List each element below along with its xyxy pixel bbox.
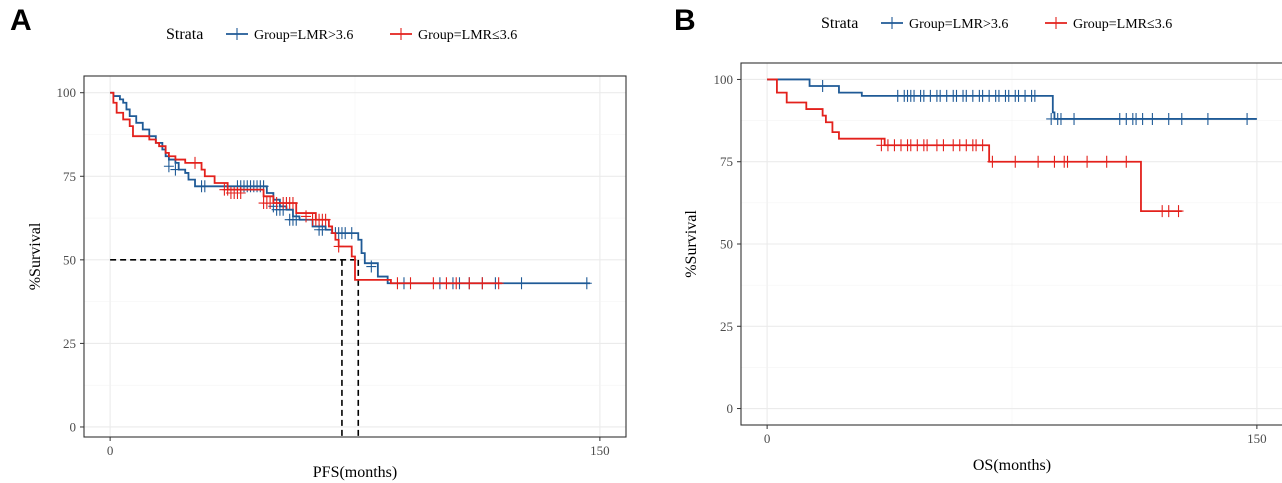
censor-mark [817,80,828,93]
survival-curve [767,78,1257,120]
censor-mark [170,163,181,176]
grid [741,63,1282,425]
censor-mark [441,277,452,290]
y-tick-label: 0 [727,401,734,416]
censor-mark [987,155,998,168]
censor-mark [317,223,328,236]
censor-mark [516,277,527,290]
legend-entry-label: Group=LMR≤3.6 [1073,17,1172,32]
y-tick-label: 75 [63,169,76,184]
survival-series-lmr-le-3-6 [767,78,1184,218]
panel-a-letter: A [10,4,32,37]
censor-mark [287,197,298,210]
y-tick-label: 25 [63,336,76,351]
survival-series-lmr-gt-3-6 [767,78,1257,125]
censor-mark [392,277,403,290]
censor-mark [938,139,949,152]
x-axis-label: OS(months) [973,457,1051,474]
panel-a: A 0 150 0 25 50 75 100 PFS(months) %Survival Stra… [10,4,627,481]
x-tick-label: 150 [590,443,610,458]
censor-mark [1163,112,1174,125]
censor-mark [291,213,302,226]
y-tick-label: 25 [720,319,733,334]
legend-title: Strata [166,26,203,43]
censor-mark [199,180,210,193]
y-tick-label: 75 [720,154,733,169]
censor-mark [1163,205,1174,218]
y-tick-label: 0 [70,419,77,434]
censor-mark [405,277,416,290]
y-axis-label: %Survival [683,210,700,278]
x-tick-label: 150 [1247,431,1267,446]
censor-mark [1101,155,1112,168]
y-tick-label: 100 [714,72,734,87]
survival-curve [110,91,502,285]
censor-mark [1137,112,1148,125]
censor-mark [1242,112,1253,125]
censor-mark [1029,89,1040,102]
km-chart-pfs: 0 150 0 25 50 75 100 PFS(months) %Survival Strata… [27,26,627,481]
km-chart-os: 0 150 0 25 50 75 100 OS(months) %Survival Strata G… [683,15,1282,474]
plot-border [83,75,627,438]
censor-mark [235,186,246,199]
censor-mark [581,277,592,290]
censor-mark [464,277,475,290]
censor-mark [922,139,933,152]
censor-mark [493,277,504,290]
y-tick-label: 100 [57,85,77,100]
legend: Strata Group=LMR>3.6 Group=LMR≤3.6 [166,26,517,43]
censor-mark [977,139,988,152]
y-tick-label: 50 [63,252,76,267]
survival-curve [110,91,591,285]
censor-mark [1202,112,1213,125]
panel-b: B 0 150 0 25 50 75 100 OS(months) %Survival Strat… [641,0,1282,483]
legend: Strata Group=LMR>3.6 Group=LMR≤3.6 [821,15,1172,32]
censor-mark [163,160,174,173]
censor-mark [320,213,331,226]
censor-mark [1062,155,1073,168]
legend-entry-label: Group=LMR≤3.6 [418,28,517,43]
censor-mark [1069,112,1080,125]
censor-mark [1147,112,1158,125]
y-tick-label: 50 [720,237,733,252]
x-tick-label: 0 [107,443,114,458]
censor-mark [477,277,488,290]
censor-mark [451,277,462,290]
y-axis-label: %Survival [27,222,44,290]
censor-mark [1049,155,1060,168]
censor-mark [1173,205,1184,218]
censor-mark [1055,112,1066,125]
censor-mark [301,210,312,223]
censor-mark [1121,155,1132,168]
censor-mark [1176,112,1187,125]
x-axis-label: PFS(months) [313,464,397,481]
censor-mark [1010,155,1021,168]
censor-mark [1033,155,1044,168]
survival-series-lmr-le-3-6 [110,91,504,290]
x-tick-label: 0 [764,431,771,446]
legend-entry-label: Group=LMR>3.6 [909,17,1008,32]
censor-mark [366,260,377,273]
panel-b-letter: B [674,4,696,37]
censor-mark [346,227,357,240]
legend-title: Strata [821,15,858,32]
censor-mark [1082,155,1093,168]
censor-mark [428,277,439,290]
censor-mark [333,240,344,253]
legend-entry-label: Group=LMR>3.6 [254,28,353,43]
censor-mark [190,156,201,169]
